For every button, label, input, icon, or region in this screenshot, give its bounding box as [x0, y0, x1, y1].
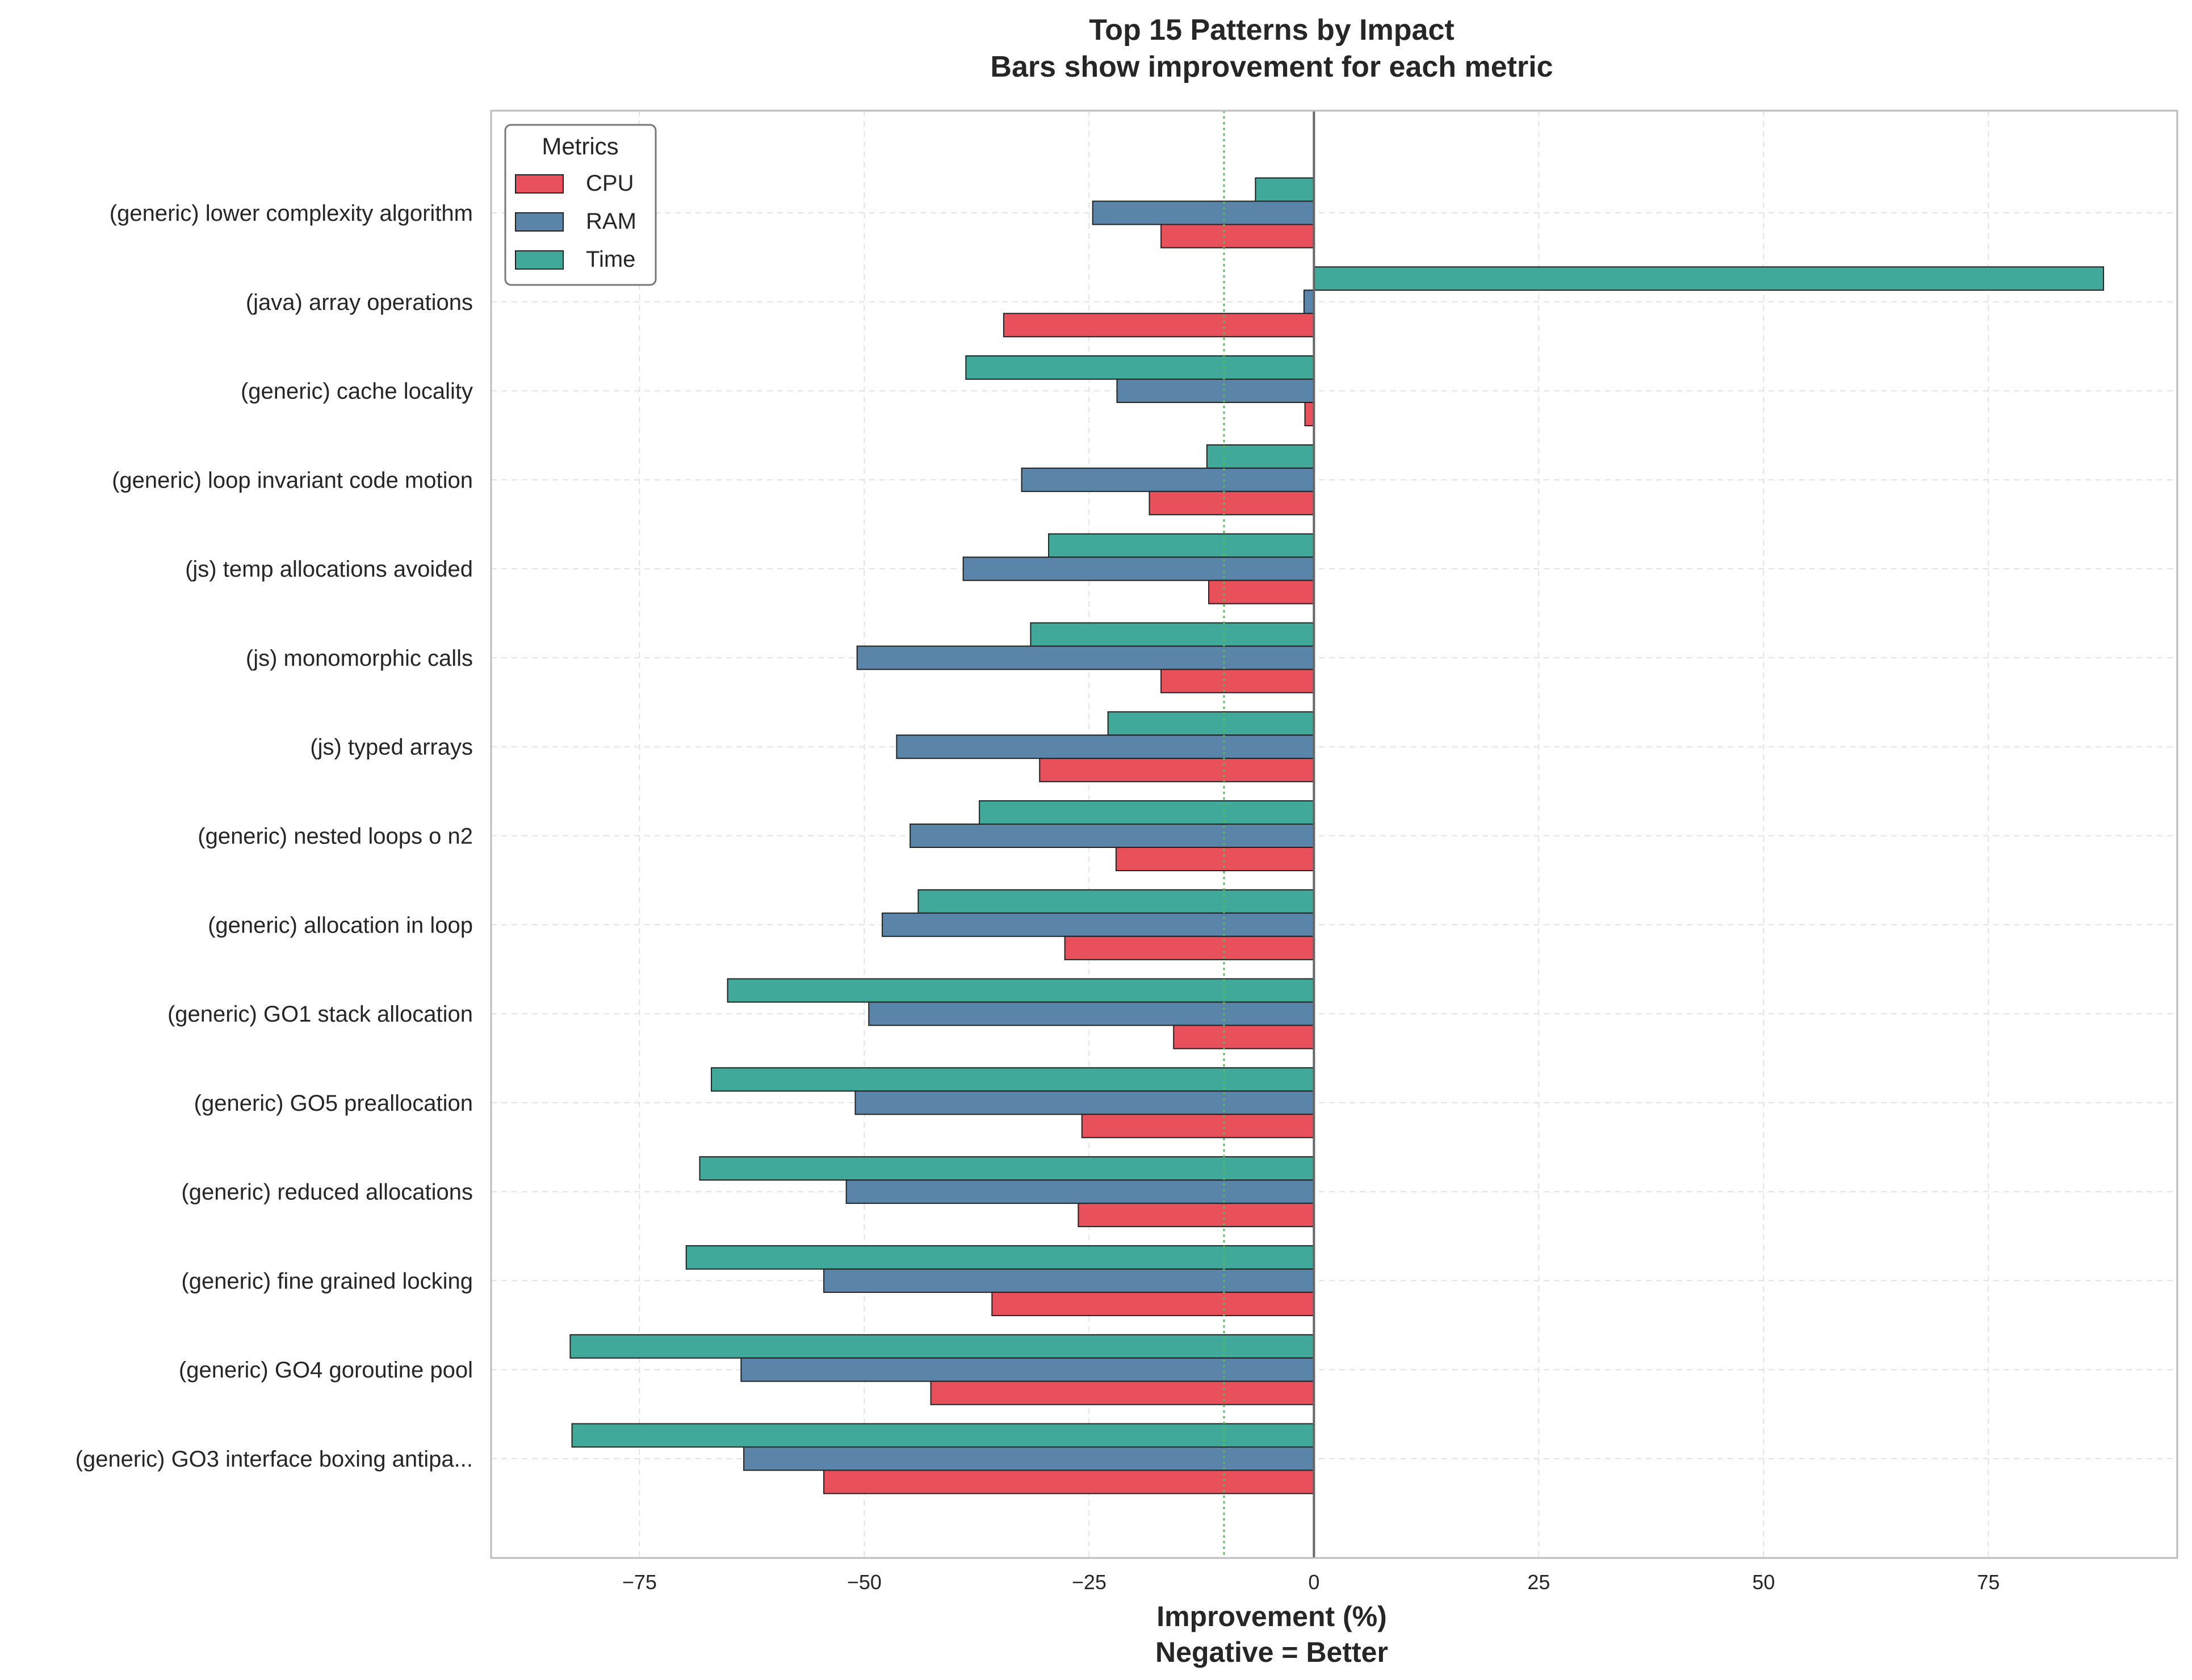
bar-time [685, 1245, 1315, 1270]
bar-ram [1021, 467, 1315, 492]
bar-time [1313, 266, 2105, 291]
bar-time [569, 1334, 1315, 1359]
y-tick-label: (generic) lower complexity algorithm [110, 201, 473, 226]
bar-time [979, 800, 1315, 825]
y-tick-label: (js) temp allocations avoided [185, 557, 473, 582]
bar-time [699, 1156, 1315, 1181]
bar-time [1030, 622, 1315, 647]
bar-time [1255, 177, 1315, 202]
bar-cpu [1064, 935, 1315, 960]
bar-ram [896, 734, 1315, 759]
bar-ram [743, 1446, 1315, 1471]
x-axis-note: Negative = Better [1155, 1636, 1388, 1668]
bar-cpu [1003, 313, 1315, 338]
x-tick-label: −50 [847, 1570, 882, 1594]
bar-cpu [1160, 224, 1315, 249]
bar-cpu [1149, 490, 1315, 515]
y-tick-label: (generic) cache locality [241, 379, 473, 404]
bar-time [917, 889, 1315, 914]
bar-cpu [1304, 402, 1315, 427]
bar-time [711, 1067, 1315, 1092]
bar-time [1107, 711, 1315, 736]
bar-ram [740, 1357, 1315, 1382]
plot-frame [490, 110, 2178, 1559]
bar-ram [856, 645, 1315, 670]
bar-cpu [991, 1291, 1315, 1316]
legend-label-time: Time [586, 247, 635, 272]
x-tick-label: −75 [622, 1570, 657, 1594]
x-tick-label: 0 [1308, 1570, 1319, 1594]
bar-ram [910, 824, 1315, 848]
bar-time [1048, 533, 1315, 558]
bar-cpu [1039, 758, 1315, 783]
legend-box [504, 124, 657, 286]
bar-ram [845, 1179, 1315, 1204]
bar-ram [854, 1090, 1315, 1115]
bar-time [1206, 444, 1315, 469]
bar-cpu [1173, 1024, 1315, 1049]
legend-label-ram: RAM [586, 209, 636, 234]
bar-cpu [823, 1469, 1315, 1494]
y-tick-label: (generic) GO3 interface boxing antipa... [76, 1447, 473, 1472]
x-tick-label: 75 [1977, 1570, 2000, 1594]
legend-label-cpu: CPU [586, 171, 634, 196]
bar-cpu [1160, 669, 1315, 694]
bar-ram [962, 556, 1315, 581]
x-axis-label: Improvement (%) [1156, 1601, 1387, 1632]
y-tick-label: (js) typed arrays [310, 735, 473, 760]
bar-time [965, 355, 1315, 380]
legend-swatch-cpu [515, 174, 564, 194]
legend-swatch-ram [515, 212, 564, 232]
chart-subtitle: Bars show improvement for each metric [990, 51, 1553, 83]
chart-title: Top 15 Patterns by Impact [1089, 14, 1454, 47]
y-tick-label: (generic) nested loops o n2 [198, 824, 473, 849]
bar-time [571, 1423, 1315, 1448]
bar-ram [882, 912, 1315, 937]
y-tick-label: (generic) reduced allocations [181, 1180, 473, 1205]
y-tick-label: (js) monomorphic calls [246, 646, 473, 671]
y-tick-label: (java) array operations [246, 290, 473, 315]
bar-cpu [1081, 1114, 1315, 1139]
y-tick-label: (generic) fine grained locking [181, 1269, 473, 1293]
legend-swatch-time [515, 250, 564, 270]
y-tick-label: (generic) GO1 stack allocation [167, 1002, 473, 1027]
legend-title: Metrics [542, 133, 618, 159]
bar-cpu [1115, 847, 1315, 871]
plot-area: (generic) lower complexity algorithm (jav… [76, 110, 2178, 1594]
x-tick-label: −25 [1072, 1570, 1107, 1594]
y-tick-label: (generic) GO4 goroutine pool [179, 1358, 473, 1383]
legend: Metrics CPU RAM Time [504, 124, 657, 286]
bar-cpu [1078, 1203, 1315, 1228]
bar-cpu [1208, 579, 1315, 604]
x-tick-label: 50 [1752, 1570, 1775, 1594]
bar-cpu [930, 1380, 1315, 1405]
bar-ram [823, 1268, 1315, 1293]
x-tick-label: 25 [1527, 1570, 1550, 1594]
bar-ram [1303, 289, 1315, 314]
bar-ram [1092, 200, 1315, 225]
y-tick-label: (generic) GO5 preallocation [194, 1091, 473, 1116]
y-tick-label: (generic) loop invariant code motion [112, 468, 473, 493]
bar-ram [868, 1001, 1315, 1026]
y-tick-label: (generic) allocation in loop [208, 913, 473, 938]
bar-time [727, 978, 1315, 1003]
bar-ram [1116, 379, 1315, 404]
